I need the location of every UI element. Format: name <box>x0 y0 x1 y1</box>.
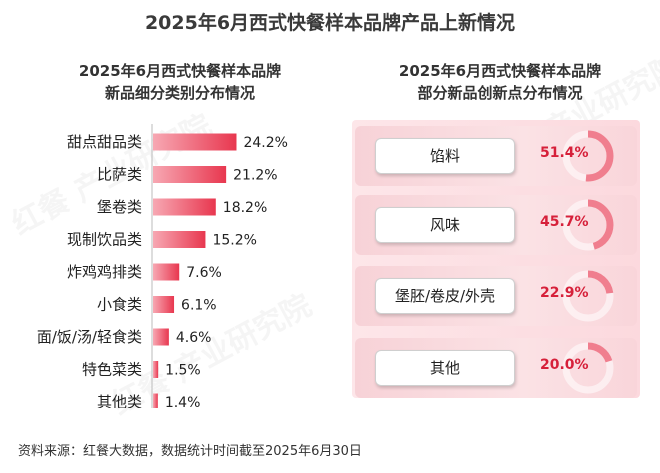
innovation-percent: 20.0% <box>540 357 589 373</box>
value-label: 1.5% <box>165 363 201 379</box>
progress-ring <box>562 270 614 322</box>
category-label: 小食类 <box>97 296 142 314</box>
innovation-label: 馅料 <box>375 138 515 174</box>
innovation-percent: 45.7% <box>540 214 589 230</box>
value-label: 18.2% <box>223 200 267 216</box>
innovation-label: 风味 <box>375 207 515 243</box>
innovation-row: 其他 20.0% <box>355 338 637 398</box>
innovation-label: 其他 <box>375 350 515 386</box>
innovation-percent: 51.4% <box>540 145 589 161</box>
bar <box>153 263 180 281</box>
innovation-row: 风味 45.7% <box>355 195 637 255</box>
value-label: 15.2% <box>212 233 256 249</box>
category-label: 面/饭/汤/轻食类 <box>37 328 142 346</box>
category-bar-chart: 甜点甜品类 24.2% 比萨类 21.2% 堡卷类 18.2% 现制饮品类 15.2% 炸鸡鸡排… <box>37 124 288 408</box>
value-label: 24.2% <box>243 135 287 151</box>
left-chart-title-line: 新品细分类别分布情况 <box>104 84 255 102</box>
bar <box>153 296 175 313</box>
progress-ring <box>562 199 614 251</box>
bar <box>153 231 206 248</box>
right-chart-title: 2025年6月西式快餐样本品牌 部分新品创新点分布情况 <box>355 60 645 104</box>
bar <box>153 393 158 408</box>
bar <box>153 198 216 216</box>
category-label: 现制饮品类 <box>67 231 142 249</box>
page-title: 2025年6月西式快餐样本品牌产品上新情况 <box>144 12 516 34</box>
bar <box>153 328 169 346</box>
progress-ring-fill <box>562 199 614 251</box>
bar <box>153 166 227 183</box>
left-chart-title: 2025年6月西式快餐样本品牌 新品细分类别分布情况 <box>30 60 330 104</box>
progress-ring <box>562 130 614 182</box>
category-label: 炸鸡鸡排类 <box>67 263 142 281</box>
category-label: 特色菜类 <box>82 361 142 379</box>
innovation-row: 堡胚/卷皮/外壳 22.9% <box>355 266 637 326</box>
value-label: 1.4% <box>165 395 201 408</box>
innovation-row: 馅料 51.4% <box>355 126 637 186</box>
category-label: 堡卷类 <box>97 198 142 216</box>
progress-ring-fill <box>562 270 614 322</box>
value-label: 7.6% <box>186 265 222 281</box>
bar <box>153 361 159 378</box>
value-label: 6.1% <box>181 298 217 314</box>
right-chart-title-line: 2025年6月西式快餐样本品牌 <box>398 62 602 80</box>
category-label: 甜点甜品类 <box>67 133 142 151</box>
innovation-percent: 22.9% <box>540 285 589 301</box>
bar <box>153 133 237 151</box>
progress-ring-fill <box>562 130 614 182</box>
innovation-label: 堡胚/卷皮/外壳 <box>375 278 515 314</box>
category-label: 比萨类 <box>97 166 142 184</box>
progress-ring-fill <box>562 342 614 394</box>
category-label: 其他类 <box>97 393 142 408</box>
left-chart-title-line: 2025年6月西式快餐样本品牌 <box>78 62 282 80</box>
value-label: 21.2% <box>233 168 277 184</box>
source-note: 资料来源：红餐大数据，数据统计时间截至2025年6月30日 <box>18 444 362 459</box>
right-chart-title-line: 部分新品创新点分布情况 <box>417 84 583 102</box>
progress-ring <box>562 342 614 394</box>
value-label: 4.6% <box>176 330 212 346</box>
